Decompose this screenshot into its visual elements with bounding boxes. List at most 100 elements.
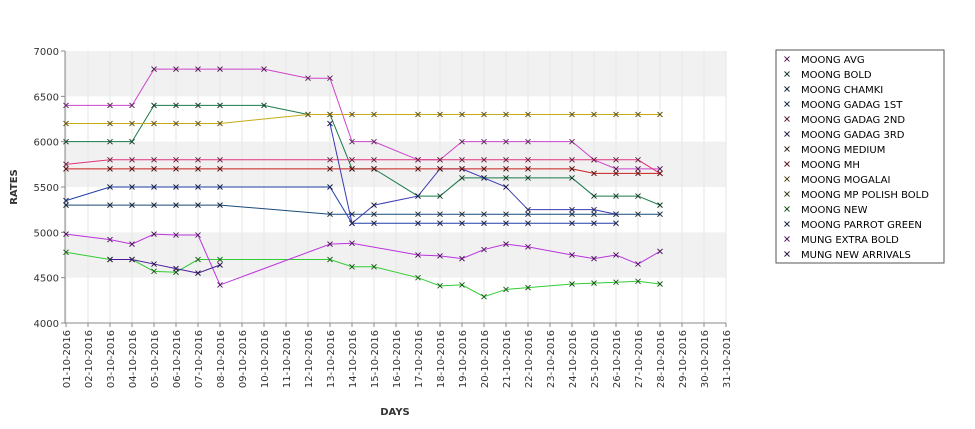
data-point bbox=[107, 102, 113, 109]
legend-item: MOONG GADAG 1ST bbox=[784, 100, 903, 111]
data-point bbox=[591, 211, 597, 218]
x-tick-label: 13-10-2016 bbox=[326, 330, 337, 388]
data-point bbox=[327, 111, 333, 118]
data-point bbox=[217, 262, 223, 268]
data-point bbox=[195, 166, 201, 172]
data-point bbox=[63, 120, 69, 127]
data-point bbox=[591, 220, 597, 227]
data-point bbox=[151, 202, 157, 208]
data-point bbox=[635, 193, 641, 199]
data-point bbox=[305, 75, 311, 82]
legend-marker bbox=[784, 131, 790, 137]
x-tick-label: 27-10-2016 bbox=[634, 330, 645, 388]
data-point bbox=[591, 193, 597, 199]
data-point bbox=[217, 120, 223, 127]
legend-marker bbox=[784, 86, 790, 92]
x-tick-label: 15-10-2016 bbox=[370, 330, 381, 388]
data-point bbox=[217, 282, 223, 288]
data-point bbox=[591, 170, 597, 177]
data-point bbox=[635, 166, 641, 172]
data-point bbox=[151, 156, 157, 163]
data-point bbox=[327, 75, 333, 82]
legend-label: MOONG PARROT GREEN bbox=[801, 220, 922, 231]
data-point bbox=[173, 102, 179, 109]
data-point bbox=[63, 102, 69, 109]
data-point bbox=[657, 281, 663, 287]
data-point bbox=[459, 111, 465, 118]
data-point bbox=[525, 243, 531, 250]
data-point bbox=[481, 175, 487, 181]
data-point bbox=[217, 156, 223, 163]
legend-item: MOONG GADAG 2ND bbox=[784, 115, 905, 126]
legend-item: MOONG MOGALAI bbox=[784, 175, 890, 186]
data-point bbox=[481, 293, 487, 300]
data-point bbox=[591, 280, 597, 286]
legend-marker bbox=[784, 251, 790, 257]
data-point bbox=[613, 211, 619, 218]
data-point bbox=[503, 156, 509, 163]
data-point bbox=[371, 111, 377, 118]
data-point bbox=[195, 102, 201, 109]
y-tick-label: 5000 bbox=[34, 228, 59, 239]
legend-label: MOONG GADAG 2ND bbox=[801, 115, 905, 126]
data-point bbox=[151, 120, 157, 127]
data-point bbox=[657, 248, 663, 255]
x-tick-label: 18-10-2016 bbox=[436, 330, 447, 388]
data-point bbox=[63, 202, 69, 208]
data-point bbox=[569, 281, 575, 287]
data-point bbox=[151, 268, 157, 275]
data-point bbox=[349, 166, 355, 172]
data-point bbox=[173, 202, 179, 208]
data-point bbox=[569, 175, 575, 181]
data-point bbox=[481, 166, 487, 172]
series-line bbox=[110, 259, 221, 274]
legend-marker bbox=[784, 221, 790, 227]
data-point bbox=[129, 184, 135, 190]
data-point bbox=[525, 284, 531, 291]
data-point bbox=[63, 166, 69, 172]
data-point bbox=[349, 138, 355, 145]
legend-item: MOONG MP POLISH BOLD bbox=[784, 190, 929, 201]
data-point bbox=[129, 241, 135, 247]
data-point bbox=[327, 184, 333, 190]
series-line bbox=[65, 233, 661, 286]
legend-label: MOONG GADAG 1ST bbox=[801, 100, 903, 111]
legend: MOONG AVG MOONG BOLD MOONG CHAMKI MOONG GAD… bbox=[775, 49, 945, 264]
data-point bbox=[327, 241, 333, 247]
x-axis-title: DAYS bbox=[380, 407, 410, 418]
data-point bbox=[327, 156, 333, 163]
data-point bbox=[107, 138, 113, 145]
data-point bbox=[305, 111, 311, 118]
data-point bbox=[107, 236, 113, 243]
data-point bbox=[217, 66, 223, 72]
data-point bbox=[481, 220, 487, 227]
data-point bbox=[195, 256, 201, 263]
legend-label: MUNG NEW ARRIVALS bbox=[801, 250, 911, 261]
y-axis-title: RATES bbox=[9, 169, 20, 205]
data-point bbox=[261, 102, 267, 109]
data-point bbox=[657, 166, 663, 172]
x-tick-label: 22-10-2016 bbox=[524, 330, 535, 388]
data-point bbox=[481, 246, 487, 253]
data-point bbox=[459, 138, 465, 145]
data-point bbox=[459, 220, 465, 227]
data-point bbox=[525, 156, 531, 163]
data-point bbox=[459, 156, 465, 163]
data-point bbox=[459, 166, 465, 172]
legend-label: MOONG AVG bbox=[801, 55, 865, 66]
legend-item: MUNG NEW ARRIVALS bbox=[784, 250, 911, 261]
data-point bbox=[371, 211, 377, 218]
data-point bbox=[503, 111, 509, 118]
data-point bbox=[525, 111, 531, 118]
data-point bbox=[129, 102, 135, 109]
data-point bbox=[195, 156, 201, 163]
legend-label: MOONG NEW bbox=[801, 205, 868, 216]
data-point bbox=[371, 202, 377, 208]
data-point bbox=[503, 241, 509, 247]
data-point bbox=[195, 184, 201, 190]
data-point bbox=[635, 111, 641, 118]
x-tick-label: 02-10-2016 bbox=[84, 330, 95, 388]
legend-item: MOONG MEDIUM bbox=[784, 145, 885, 156]
data-point bbox=[349, 263, 355, 270]
data-point bbox=[63, 231, 69, 238]
